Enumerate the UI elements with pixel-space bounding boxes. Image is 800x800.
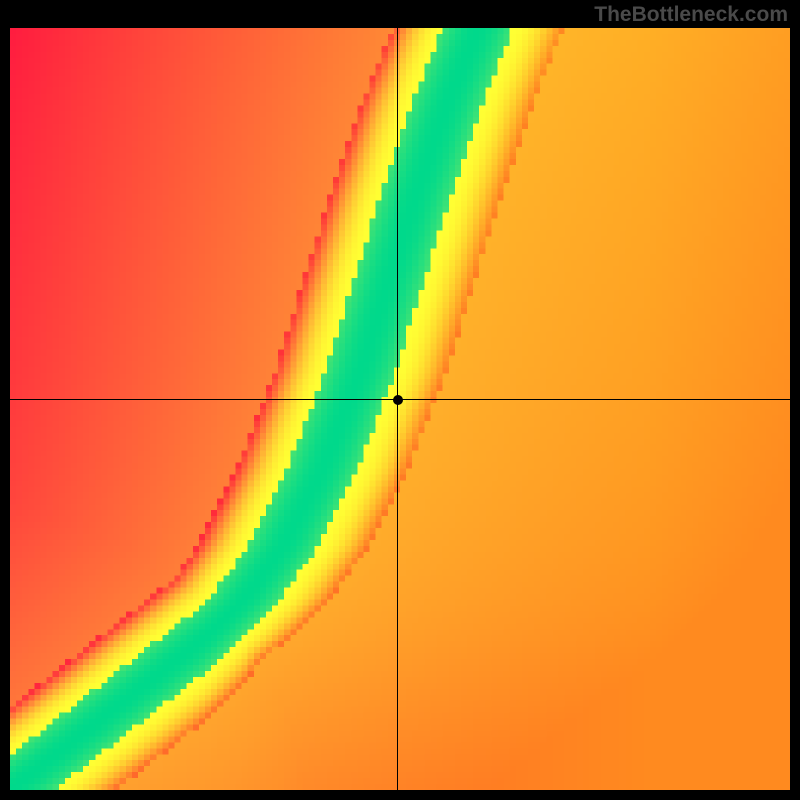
chart-container: TheBottleneck.com (0, 0, 800, 800)
attribution-text: TheBottleneck.com (594, 3, 788, 27)
bottleneck-heatmap (10, 28, 790, 790)
crosshair-dot (393, 395, 403, 405)
crosshair-vertical (397, 28, 398, 790)
